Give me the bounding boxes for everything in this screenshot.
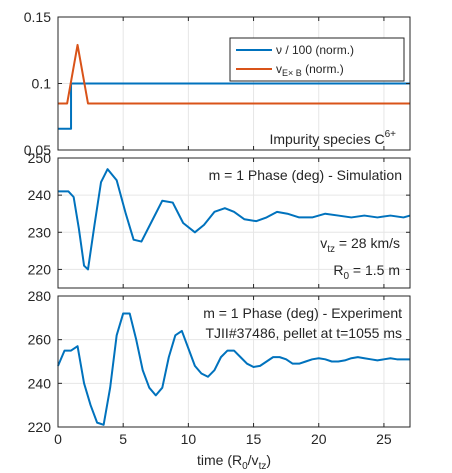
param-annotation-sub: tz (327, 244, 335, 255)
x-axis-label: time (R0/vtz) (197, 452, 271, 472)
legend: ν / 100 (norm.) vE× B (norm.) (229, 37, 405, 82)
param-annotation-0: vtz = 28 km/s (320, 235, 400, 255)
x-axis-label-c: ) (266, 452, 271, 468)
param-annotation-base: v (320, 235, 327, 251)
legend-label-vexb-base: v (276, 62, 282, 76)
legend-label-vexb-sub: E× B (282, 68, 302, 78)
x-tick-label: 25 (376, 431, 392, 447)
param-annotation-rest: = 28 km/s (335, 235, 400, 251)
panel-title: m = 1 Phase (deg) - Experiment (203, 305, 402, 321)
y-tick-label: 230 (28, 224, 52, 240)
x-axis-label-b: /v (248, 452, 259, 468)
series-line-0 (58, 168, 411, 271)
y-tick-label: 260 (28, 332, 52, 348)
param-annotation-1: R0 = 1.5 m (333, 262, 400, 282)
impurity-annotation-sup: 6+ (385, 129, 397, 140)
axes-box (57, 295, 411, 428)
x-axis-label-sub2: tz (259, 461, 267, 472)
panel-bottom: 220 240 260 280 0 5 10 15 20 25 m = 1 Phase (deg) … (28, 288, 411, 472)
y-tick-label: 220 (28, 419, 52, 435)
x-axis-label-sub1: 0 (242, 461, 248, 472)
y-tick-label: 0.05 (24, 142, 51, 158)
impurity-annotation-text: Impurity species C (269, 131, 384, 147)
series-line-0 (57, 312, 410, 426)
legend-label-nu: ν / 100 (norm.) (276, 43, 354, 57)
y-tick-label: 240 (28, 375, 52, 391)
series-line-0 (58, 82, 410, 130)
impurity-annotation: Impurity species C6+ (269, 129, 396, 147)
panel-title: m = 1 Phase (deg) - Simulation (209, 167, 402, 183)
y-tick-label: 250 (28, 150, 52, 166)
axes-box (57, 157, 411, 289)
param-annotation-rest: = 1.5 m (349, 262, 400, 278)
y-tick-label: 220 (28, 261, 52, 277)
param-annotation-sub: 0 (343, 271, 349, 282)
x-tick-label: 20 (311, 431, 327, 447)
panel-middle: 220 230 240 250 m = 1 Phase (deg) - Simulati… (28, 150, 411, 289)
x-tick-label: 0 (54, 431, 62, 447)
legend-label-nu-text: ν / 100 (norm.) (276, 43, 354, 57)
legend-box (229, 37, 405, 82)
plot-area (58, 296, 410, 427)
x-tick-label: 5 (119, 431, 127, 447)
y-tick-label: 240 (28, 187, 52, 203)
legend-label-vexb: vE× B (norm.) (276, 62, 344, 78)
legend-label-vexb-rest: (norm.) (302, 62, 344, 76)
y-tick-label: 0.1 (32, 76, 52, 92)
param-annotation-base: R (333, 262, 343, 278)
x-tick-label: 15 (246, 431, 262, 447)
x-axis-label-a: time (R (197, 452, 242, 468)
y-tick-label: 0.15 (24, 9, 51, 25)
y-tick-label: 280 (28, 288, 52, 304)
panel-top: 0.05 0.1 0.15 ν / 100 (norm.) vE× B (norm.) I… (24, 9, 411, 158)
panel-subtitle: TJII#37486, pellet at t=1055 ms (205, 325, 402, 341)
series-line-1 (58, 43, 410, 105)
x-tick-label: 10 (181, 431, 197, 447)
